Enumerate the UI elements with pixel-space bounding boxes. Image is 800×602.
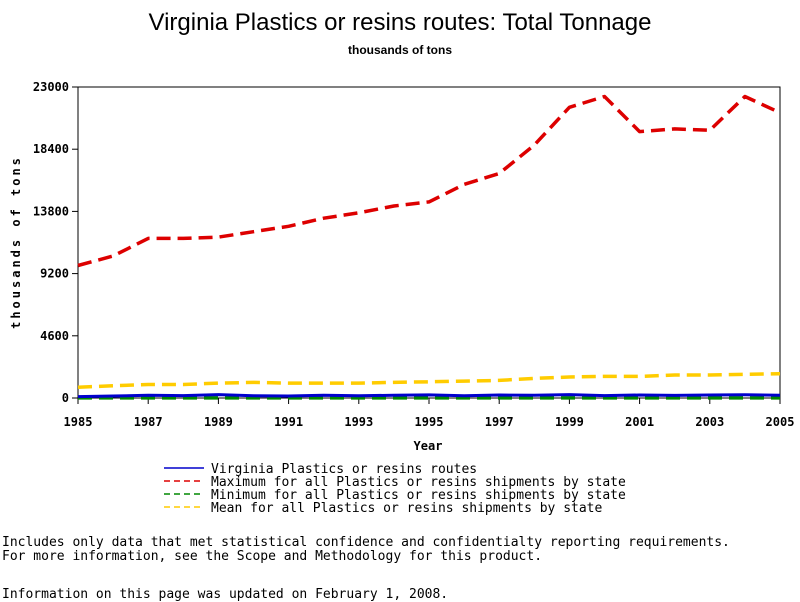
footnote-methodology: For more information, see the Scope and … bbox=[2, 550, 542, 564]
chart-title: Virginia Plastics or resins routes: Tota… bbox=[149, 9, 652, 36]
y-tick-label: 13800 bbox=[33, 204, 69, 218]
x-tick-label: 1999 bbox=[555, 415, 584, 429]
line-chart: Virginia Plastics or resins routes: Tota… bbox=[0, 0, 800, 560]
y-tick-label: 0 bbox=[62, 391, 69, 405]
footnote-confidence: Includes only data that met statistical … bbox=[2, 536, 730, 550]
x-tick-label: 1991 bbox=[274, 415, 303, 429]
chart-subtitle: thousands of tons bbox=[348, 43, 452, 57]
legend: Virginia Plastics or resins routesMaximu… bbox=[164, 462, 626, 516]
x-tick-label: 2001 bbox=[625, 415, 654, 429]
x-tick-label: 1985 bbox=[64, 415, 93, 429]
y-axis-label: thousands of tons bbox=[9, 155, 23, 329]
x-tick-label: 1993 bbox=[344, 415, 373, 429]
y-tick-label: 18400 bbox=[33, 142, 69, 156]
x-tick-label: 1997 bbox=[485, 415, 514, 429]
y-axis: 0 4600 9200 13800 18400 23000 bbox=[33, 80, 78, 405]
x-tick-label: 1995 bbox=[415, 415, 444, 429]
x-axis: 1985 1987 1989 1991 1993 1995 1997 1999 2001 2003… bbox=[64, 398, 795, 429]
series-line-1 bbox=[78, 97, 780, 266]
series-layer bbox=[78, 96, 780, 398]
plot-frame bbox=[78, 87, 780, 398]
x-tick-label: 2003 bbox=[695, 415, 724, 429]
x-tick-label: 1989 bbox=[204, 415, 233, 429]
series-line-3 bbox=[78, 374, 780, 388]
y-tick-label: 4600 bbox=[40, 329, 69, 343]
x-tick-label: 2005 bbox=[766, 415, 795, 429]
legend-label: Mean for all Plastics or resins shipment… bbox=[211, 501, 603, 516]
x-axis-label: Year bbox=[414, 439, 443, 453]
x-tick-label: 1987 bbox=[134, 415, 163, 429]
y-tick-label: 23000 bbox=[33, 80, 69, 94]
y-tick-label: 9200 bbox=[40, 267, 69, 281]
